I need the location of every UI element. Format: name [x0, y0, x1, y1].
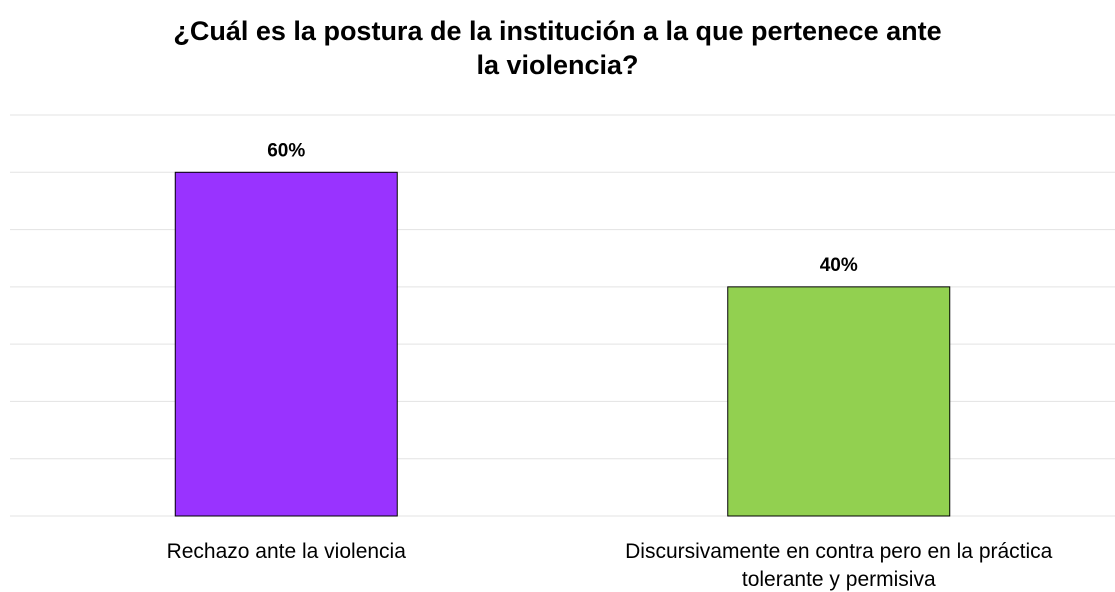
data-label-2: 40% [820, 255, 858, 276]
bar-2 [727, 286, 951, 517]
chart-title-line-2: la violencia? [476, 50, 639, 80]
chart-title-line-1: ¿Cuál es la postura de la institución a … [173, 16, 942, 46]
category-label-2-line-1: Discursivamente en contra pero en la prá… [625, 540, 1053, 563]
category-label-1-line-1: Rechazo ante la violencia [167, 540, 407, 563]
bar-1 [174, 171, 398, 517]
chart-title: ¿Cuál es la postura de la institución a … [0, 14, 1115, 82]
category-label-2-line-2: tolerante y permisiva [742, 568, 936, 591]
data-label-1: 60% [267, 140, 305, 161]
